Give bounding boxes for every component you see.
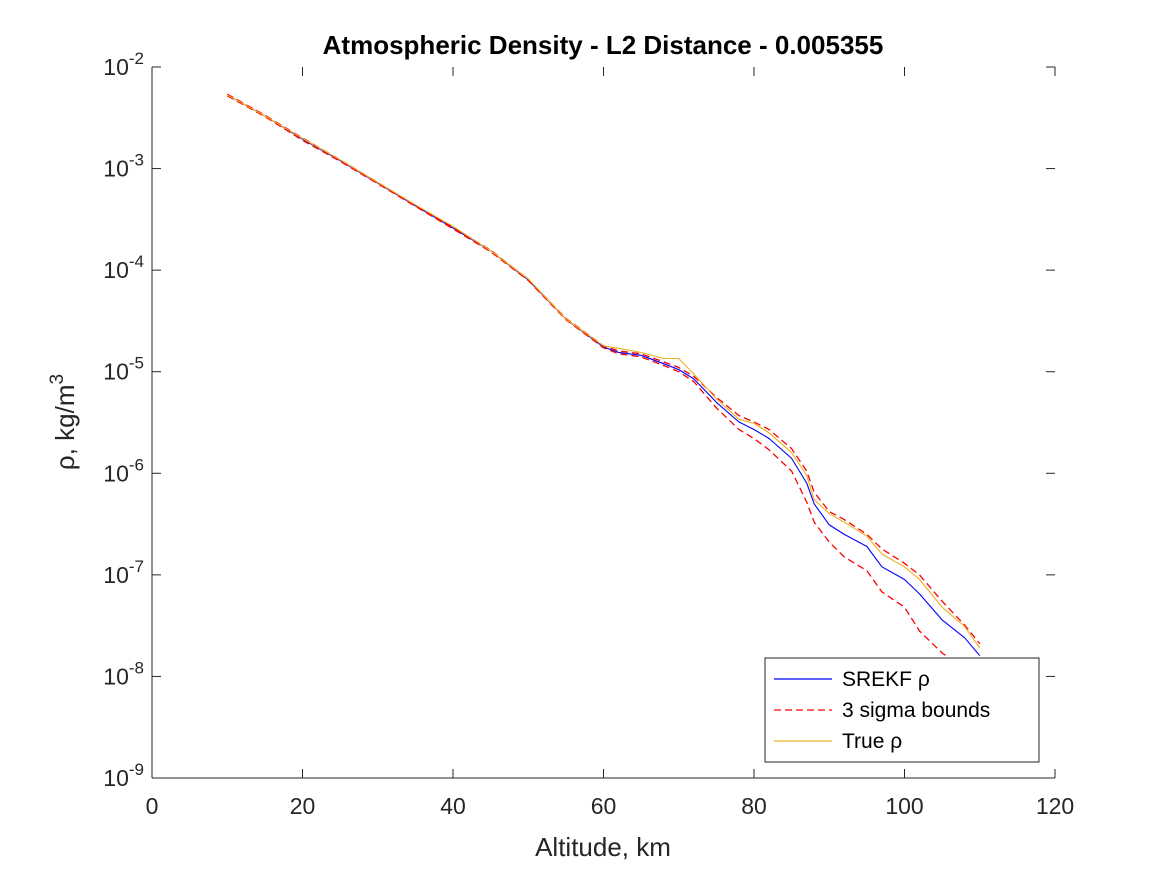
x-tick-label: 0	[146, 793, 159, 819]
y-tick-label: 10-2	[103, 49, 144, 80]
y-axis-label: ρ, kg/m3	[47, 374, 80, 470]
y-tick-label: 10-3	[103, 151, 144, 182]
legend-label: SREKF ρ	[842, 668, 930, 691]
y-tick-label-exponent: -5	[129, 354, 144, 373]
y-axis-label-text: ρ, kg/m	[50, 384, 80, 470]
legend: SREKF ρ 3 sigma bounds True ρ	[764, 657, 1040, 763]
x-axis-label: Altitude, km	[535, 832, 671, 862]
x-ticks: 0 20 40 60 80 100 120	[146, 67, 1074, 819]
y-tick-label-base: 10	[103, 359, 129, 385]
legend-label: 3 sigma bounds	[842, 699, 990, 722]
y-tick-label: 10-8	[103, 658, 144, 689]
y-tick-label-base: 10	[103, 54, 129, 80]
y-tick-label-base: 10	[103, 562, 129, 588]
y-tick-label-exponent: -6	[129, 455, 144, 474]
x-tick-label: 100	[885, 793, 923, 819]
y-tick-label-base: 10	[103, 663, 129, 689]
y-tick-label-base: 10	[103, 460, 129, 486]
y-tick-label-exponent: -4	[129, 252, 144, 271]
legend-items: SREKF ρ 3 sigma bounds True ρ	[774, 668, 990, 753]
series-line-3	[227, 94, 981, 649]
y-axis-label-superscript: 3	[47, 374, 68, 385]
y-tick-label-exponent: -7	[129, 557, 144, 576]
x-tick-label: 40	[440, 793, 466, 819]
x-tick-label: 80	[741, 793, 767, 819]
y-ticks: 10-910-810-710-610-510-410-310-2	[103, 49, 1055, 791]
y-tick-label-exponent: -2	[129, 49, 144, 68]
y-tick-label-base: 10	[103, 765, 129, 791]
x-tick-label: 120	[1036, 793, 1074, 819]
x-tick-label: 20	[290, 793, 316, 819]
y-tick-label: 10-4	[103, 252, 144, 283]
series-layer	[226, 93, 981, 677]
y-tick-label-base: 10	[103, 156, 129, 182]
series-line-2	[226, 95, 981, 677]
y-tick-label: 10-5	[103, 354, 144, 385]
y-tick-label-exponent: -3	[129, 151, 144, 170]
y-tick-label: 10-9	[103, 760, 144, 791]
y-tick-label-exponent: -9	[129, 760, 144, 779]
y-tick-label: 10-6	[103, 455, 144, 486]
y-tick-label: 10-7	[103, 557, 144, 588]
y-tick-label-base: 10	[103, 257, 129, 283]
chart-title: Atmospheric Density - L2 Distance - 0.00…	[323, 30, 884, 60]
y-tick-label-exponent: -8	[129, 658, 144, 677]
legend-label: True ρ	[842, 730, 902, 753]
x-tick-label: 60	[591, 793, 617, 819]
